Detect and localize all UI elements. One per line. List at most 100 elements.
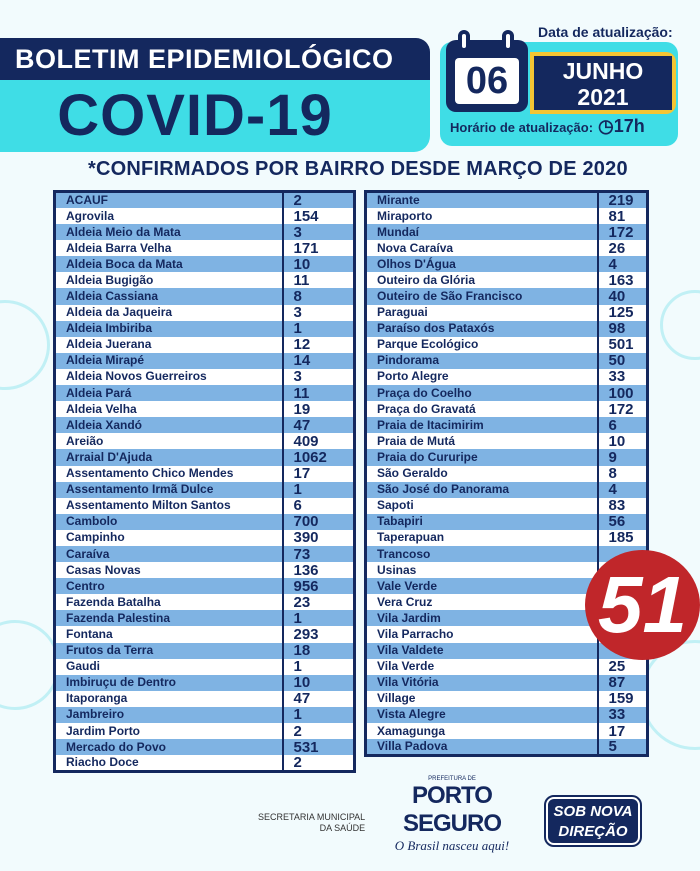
neighborhood-name: Vera Cruz [377,594,433,609]
case-count: 19 [281,401,355,418]
month-year: JUNHO 2021 [530,52,676,114]
table-row: Assentamento Irmã Dulce 1 [54,481,355,498]
case-count: 409 [281,433,355,450]
table-row: Praia de Mutá 10 [365,433,648,450]
case-count: 3 [281,368,355,386]
table-row: Praia de Itacimirim 6 [365,417,648,434]
neighborhood-name: Parque Ecológico [377,337,479,352]
case-count: 33 [596,368,648,386]
neighborhood-name: Sapoti [377,498,414,513]
neighborhood-name: Pindorama [377,353,440,368]
case-count: 5 [596,739,648,756]
case-count: 956 [281,578,355,595]
table-row: Village 159 [365,690,648,707]
case-count: 1 [281,706,355,723]
table-row: Frutos da Terra 18 [54,642,355,659]
right-neighborhood-table: Mirante 219 Miraporto 81 Mundaí 172 Nova Caraí… [364,190,649,758]
case-count: 4 [596,481,648,498]
prefeitura-logo: PREFEITURA DE PORTO SEGURO O Brasil nasc… [394,776,510,853]
day: 06 [455,58,519,104]
neighborhood-name: Aldeia Juerana [66,337,152,352]
calendar-icon: 06 [446,30,528,112]
table-row: Mundaí 172 [365,224,648,241]
table-row: Assentamento Milton Santos 6 [54,497,355,514]
case-count: 185 [596,529,648,546]
case-count: 1062 [281,449,355,466]
case-count: 56 [596,513,648,530]
case-count: 4 [596,256,648,273]
neighborhood-name: Aldeia Meio da Mata [66,224,181,239]
neighborhood-name: Jardim Porto [66,723,141,738]
neighborhood-name: Caraíva [66,546,110,561]
neighborhood-name: Porto Alegre [377,369,449,384]
table-row: Caraíva 73 [54,545,355,563]
neighborhood-name: Nova Caraíva [377,240,454,255]
neighborhood-name: Paraguai [377,305,428,320]
neighborhood-name: Aldeia Xandó [66,417,143,432]
neighborhood-name: Frutos da Terra [66,643,154,658]
table-row: Aldeia Cassiana 8 [54,288,355,305]
case-count: 219 [596,191,648,208]
case-count: 136 [281,562,355,579]
case-count: 87 [596,674,648,691]
table-row: Jardim Porto 2 [54,723,355,740]
table-row: Aldeia Velha 19 [54,401,355,418]
neighborhood-name: Outeiro da Glória [377,272,476,287]
table-row: Trancoso [365,545,648,563]
neighborhood-name: Vila Valdete [377,643,444,658]
table-row: Aldeia Novos Guerreiros 3 [54,368,355,386]
case-count: 1 [281,610,355,627]
case-count: 1 [281,658,355,675]
neighborhood-name: Aldeia Novos Guerreiros [66,369,207,384]
neighborhood-name: Imbiruçu de Dentro [66,675,177,690]
case-count: 159 [596,690,648,707]
neighborhood-name: Cambolo [66,514,118,529]
case-count: 2 [281,755,355,772]
neighborhood-name: Olhos D'Água [377,256,456,271]
neighborhood-name: Arraial D'Ajuda [66,449,153,464]
neighborhood-name: Villa Padova [377,739,448,754]
neighborhood-name: Centro [66,578,105,593]
table-row: Vila Verde 25 [365,658,648,675]
case-count: 100 [596,385,648,402]
neighborhood-name: Fazenda Palestina [66,610,171,625]
table-row: Aldeia Mirapé 14 [54,352,355,369]
neighborhood-name: Riacho Doce [66,755,139,770]
table-row: Mirante 219 [365,191,648,208]
table-row: Outeiro de São Francisco 40 [365,288,648,305]
neighborhood-name: Agrovila [66,208,115,223]
neighborhood-name: Assentamento Chico Mendes [66,466,234,481]
case-count: 10 [596,433,648,450]
table-row: Praça do Coelho 100 [365,385,648,402]
neighborhood-name: Fazenda Batalha [66,594,161,609]
neighborhood-name: São José do Panorama [377,482,510,497]
neighborhood-name: Mercado do Povo [66,739,167,754]
virus-decoration [0,300,50,390]
case-count: 154 [281,208,355,225]
neighborhood-name: Vila Vitória [377,675,439,690]
case-count: 50 [596,352,648,369]
case-count: 47 [281,690,355,707]
case-count: 171 [281,240,355,257]
case-count: 47 [281,417,355,434]
case-count: 293 [281,626,355,643]
case-count: 1 [281,481,355,498]
neighborhood-name: Aldeia Pará [66,385,132,400]
subtitle: *CONFIRMADOS POR BAIRRO DESDE MARÇO DE 2… [88,158,628,180]
table-row: Xamagunga 17 [365,723,648,740]
table-row: Vista Alegre 33 [365,706,648,723]
disease-title: COVID-19 [0,80,430,152]
case-count: 14 [281,352,355,369]
neighborhood-name: Vila Verde [377,659,435,674]
table-row: Nova Caraíva 26 [365,240,648,257]
left-neighborhood-table: ACAUF 2 Agrovila 154 Aldeia Meio da Mata 3 Ald… [53,190,356,774]
neighborhood-name: Praia de Mutá [377,433,456,448]
year: 2021 [577,84,629,110]
table-row: Aldeia Juerana 12 [54,336,355,353]
case-count: 125 [596,304,648,321]
table-row: ACAUF 2 [54,191,355,208]
neighborhood-name: Usinas [377,562,417,577]
table-row: Cambolo 700 [54,513,355,530]
neighborhood-name: Mirante [377,193,420,207]
case-count: 172 [596,401,648,418]
